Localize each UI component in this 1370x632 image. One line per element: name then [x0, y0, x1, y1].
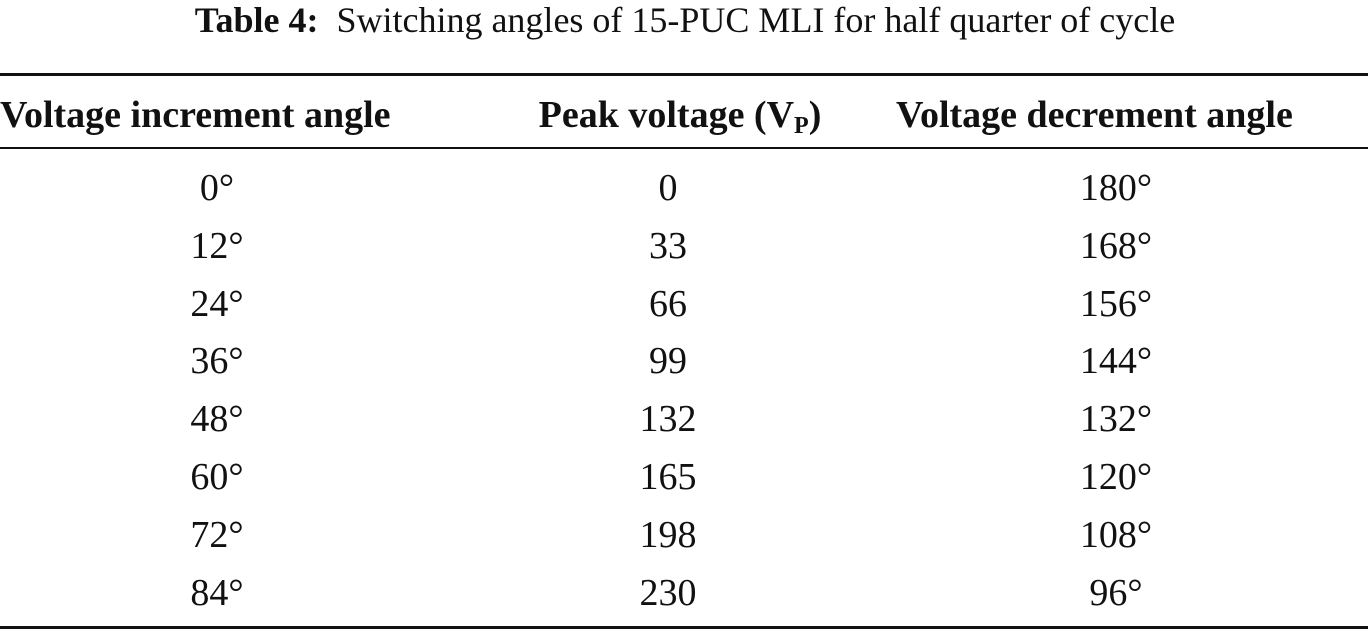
header-peak-voltage-subscript: P	[794, 113, 809, 139]
table-row: 0° 0 180°	[0, 160, 1370, 218]
table-header-row: Voltage increment angle Peak voltage (VP…	[0, 92, 1370, 139]
decrement-angle-cell: 180°	[1079, 167, 1153, 209]
table-header-rule	[0, 147, 1368, 149]
decrement-angle-cell: 132°	[1079, 398, 1153, 441]
decrement-angle-cell: 120°	[1079, 455, 1153, 498]
header-voltage-increment-angle: Voltage increment angle	[0, 94, 391, 136]
table-bottom-rule	[0, 626, 1368, 629]
increment-angle-cell: 60°	[190, 455, 244, 498]
table-caption: Table 4: Switching angles of 15-PUC MLI …	[0, 0, 1370, 40]
peak-voltage-cell: 66	[649, 282, 687, 325]
increment-angle-cell: 12°	[190, 224, 244, 267]
decrement-angle-cell: 168°	[1079, 224, 1153, 267]
table-row: 12° 33 168°	[0, 218, 1370, 276]
header-peak-voltage-close: )	[808, 94, 822, 136]
decrement-angle-cell: 96°	[1089, 571, 1143, 614]
table-row: 60° 165 120°	[0, 449, 1370, 507]
decrement-angle-cell: 156°	[1079, 282, 1153, 325]
increment-angle-cell: 48°	[190, 398, 244, 441]
caption-text: Switching angles of 15-PUC MLI for half …	[336, 0, 1176, 40]
decrement-angle-cell: 144°	[1079, 340, 1153, 383]
peak-voltage-cell: 33	[649, 224, 687, 267]
table-row: 84° 230 96°	[0, 565, 1370, 623]
header-peak-voltage-main: Peak voltage (V	[538, 94, 795, 136]
increment-angle-cell: 84°	[190, 571, 244, 614]
caption-label: Table 4:	[194, 0, 319, 40]
decrement-angle-cell: 108°	[1079, 513, 1153, 556]
peak-voltage-cell: 230	[639, 571, 697, 614]
peak-voltage-cell: 99	[649, 340, 687, 383]
increment-angle-cell: 24°	[190, 282, 244, 325]
table-row: 72° 198 108°	[0, 507, 1370, 565]
peak-voltage-cell: 165	[639, 455, 697, 498]
table-row: 36° 99 144°	[0, 333, 1370, 391]
table-row: 48° 132 132°	[0, 391, 1370, 449]
increment-angle-cell: 72°	[190, 513, 244, 556]
table-top-rule	[0, 73, 1368, 76]
increment-angle-cell: 0°	[199, 167, 235, 209]
increment-angle-cell: 36°	[190, 340, 244, 383]
peak-voltage-cell: 132	[639, 398, 697, 441]
header-peak-voltage: Peak voltage (VP)	[512, 92, 848, 149]
table-row: 24° 66 156°	[0, 276, 1370, 334]
table-body: 0° 0 180° 12° 33 168° 24° 66 156° 36° 99…	[0, 160, 1370, 622]
peak-voltage-cell: 198	[639, 513, 697, 556]
peak-voltage-cell: 0	[658, 167, 678, 209]
header-voltage-decrement-angle: Voltage decrement angle	[896, 94, 1293, 136]
